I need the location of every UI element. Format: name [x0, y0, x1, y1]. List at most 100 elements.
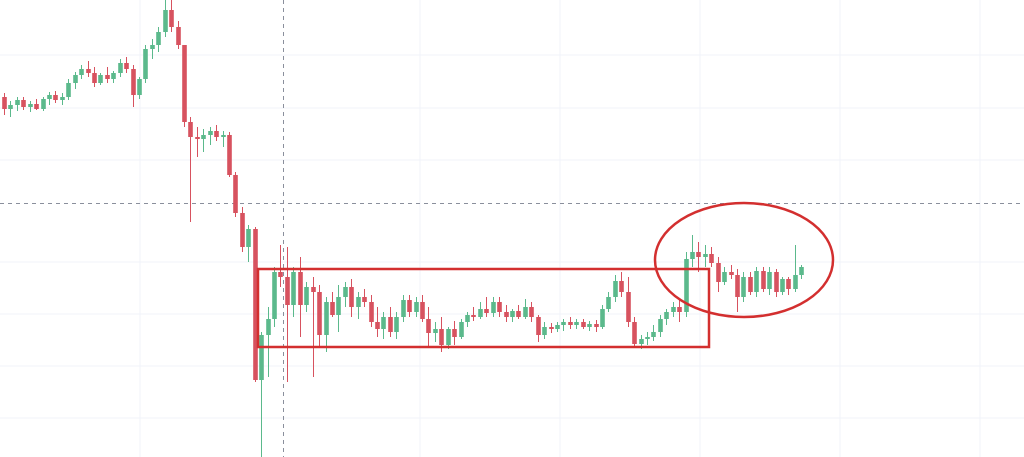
candle-body: [722, 272, 727, 282]
candle-body: [452, 329, 457, 337]
candle-body: [401, 300, 406, 317]
candle-body: [626, 292, 631, 322]
candle-body: [542, 327, 547, 335]
candle-body: [2, 97, 7, 109]
candle-body: [651, 332, 656, 337]
candle-body: [73, 75, 78, 83]
candle-body: [343, 287, 348, 297]
candle-body: [664, 312, 669, 319]
candle-body: [66, 83, 71, 97]
candle-body: [118, 63, 123, 73]
candle-body: [111, 73, 116, 79]
candle-body: [767, 272, 772, 289]
candle-body: [169, 10, 174, 27]
candle-body: [748, 277, 753, 292]
candle-body: [362, 297, 367, 302]
candle-body: [79, 69, 84, 75]
candle-body: [285, 277, 290, 305]
candle-body: [761, 271, 766, 289]
candle-body: [754, 271, 759, 292]
candle-body: [420, 302, 425, 319]
candle-body: [606, 297, 611, 309]
candle-body: [221, 135, 226, 137]
candle-body: [426, 319, 431, 333]
candle-body: [594, 324, 599, 327]
candle-body: [684, 259, 689, 312]
candle-body: [381, 317, 386, 329]
candle-body: [510, 311, 515, 317]
candle-body: [259, 335, 264, 380]
candle-body: [786, 279, 791, 289]
annotations: [256, 201, 835, 349]
candle-body: [600, 309, 605, 327]
candle-body: [709, 254, 714, 263]
candle-body: [311, 287, 316, 292]
candle-body: [53, 95, 58, 100]
candle-body: [105, 75, 110, 79]
candle-body: [741, 277, 746, 297]
candle-body: [439, 329, 444, 345]
candle-body: [716, 263, 721, 282]
candle-body: [433, 329, 438, 333]
candle-body: [150, 45, 155, 49]
candle-body: [529, 307, 534, 317]
candle-body: [298, 272, 303, 305]
candles: [2, 0, 804, 457]
candle-body: [504, 312, 509, 317]
candle-body: [188, 122, 193, 137]
candle-body: [324, 302, 329, 335]
candle-body: [497, 302, 502, 312]
candle-body: [375, 322, 380, 329]
candle-body: [703, 254, 708, 257]
candle-body: [304, 287, 309, 305]
candle-body: [729, 272, 734, 275]
candle-body: [446, 329, 451, 345]
candle-body: [291, 272, 296, 305]
candle-body: [131, 69, 136, 95]
range-box: [256, 267, 711, 349]
candle-body: [41, 99, 46, 109]
candle-body: [671, 307, 676, 312]
candle-body: [478, 309, 483, 317]
candle-body: [21, 100, 26, 107]
candle-body: [632, 322, 637, 344]
candle-body: [574, 322, 579, 325]
breakout-circle: [653, 201, 835, 319]
candle-body: [516, 311, 521, 317]
candle-body: [195, 137, 200, 139]
candle-body: [60, 97, 65, 100]
candle-body: [349, 287, 354, 307]
candle-body: [92, 73, 97, 83]
candle-body: [246, 229, 251, 247]
candle-body: [208, 131, 213, 135]
candle-body: [124, 63, 129, 69]
candle-body: [47, 95, 52, 99]
candle-body: [272, 272, 277, 319]
candle-body: [227, 135, 232, 175]
candle-body: [549, 327, 554, 329]
candle-body: [266, 319, 271, 335]
candle-body: [459, 322, 464, 337]
candle-body: [163, 10, 168, 32]
candle-body: [330, 302, 335, 315]
candle-body: [201, 135, 206, 139]
candle-body: [561, 322, 566, 325]
candle-body: [86, 69, 91, 73]
candle-body: [34, 104, 39, 109]
candle-body: [356, 297, 361, 307]
candle-body: [394, 317, 399, 332]
candle-body: [388, 317, 393, 332]
candle-body: [28, 104, 33, 107]
candle-body: [690, 252, 695, 259]
candle-body: [414, 302, 419, 312]
candle-body: [735, 275, 740, 297]
candle-body: [471, 315, 476, 317]
candle-body: [658, 319, 663, 332]
candle-body: [613, 281, 618, 297]
candle-body: [465, 315, 470, 322]
candle-body: [278, 272, 283, 277]
candle-body: [799, 267, 804, 275]
candle-body: [336, 297, 341, 315]
candle-body: [484, 309, 489, 313]
candle-body: [15, 100, 20, 105]
